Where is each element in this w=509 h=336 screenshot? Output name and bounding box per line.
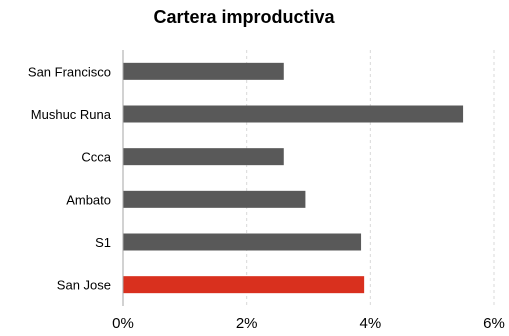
category-label: San Francisco xyxy=(28,64,111,79)
bar xyxy=(123,62,284,80)
category-label: San Jose xyxy=(57,278,111,293)
x-tick-label: 6% xyxy=(483,315,505,332)
category-label: Mushuc Runa xyxy=(31,107,112,122)
bar xyxy=(123,276,365,294)
category-label: S1 xyxy=(95,235,111,250)
bar xyxy=(123,190,306,208)
gridlines xyxy=(246,50,495,306)
bar xyxy=(123,148,284,166)
bars xyxy=(123,62,464,294)
bar xyxy=(123,233,362,251)
x-tick-label: 2% xyxy=(236,315,258,332)
category-labels: San Francisco Mushuc Runa Ccca Ambato S1 San … xyxy=(28,64,112,292)
x-tick-label: 0% xyxy=(112,315,134,332)
chart-title: Cartera improductiva xyxy=(153,7,335,27)
category-label: Ambato xyxy=(66,192,111,207)
x-tick-label: 4% xyxy=(359,315,381,332)
category-label: Ccca xyxy=(81,150,111,165)
bar xyxy=(123,105,464,123)
x-tick-labels: 0% 2% 4% 6% xyxy=(112,315,505,332)
